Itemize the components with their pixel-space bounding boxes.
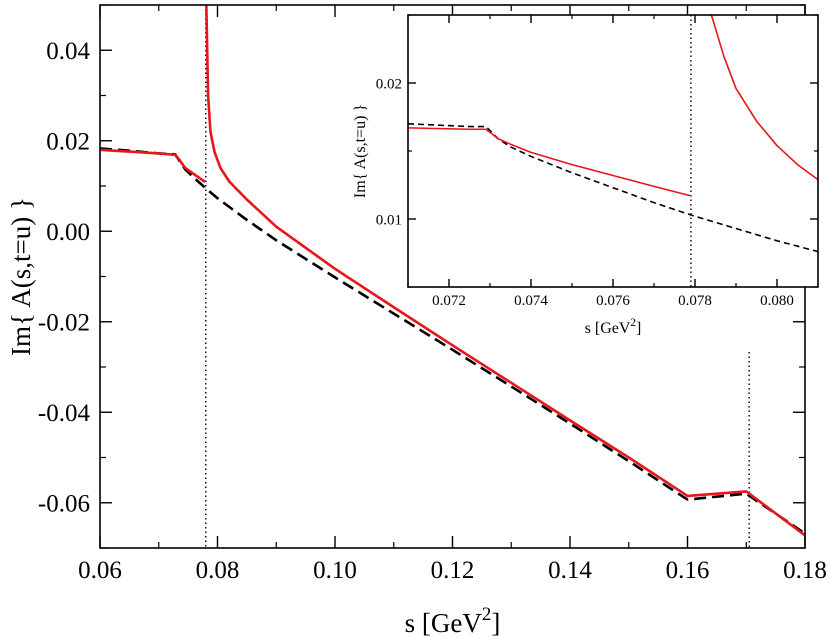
- inset-plot-background: [408, 15, 818, 287]
- main-y-tick-label: -0.02: [38, 310, 90, 337]
- inset-series-dashed-line: [408, 123, 818, 253]
- inset-series-solid-line: [710, 15, 818, 181]
- main-x-tick-label: 0.10: [313, 557, 357, 584]
- main-x-tick-label: 0.18: [783, 557, 827, 584]
- inset-x-tick-label: 0.074: [514, 293, 548, 309]
- main-x-tick-label: 0.06: [78, 557, 122, 584]
- inset-x-axis-title: s [GeV2]: [585, 317, 642, 337]
- main-y-tick-label: 0.02: [46, 129, 90, 156]
- main-y-tick-label: -0.04: [38, 400, 91, 427]
- main-series-solid-line: [100, 148, 206, 184]
- inset-y-axis-title: Im{ A(s,t=u) }: [352, 104, 369, 198]
- main-y-tick-label: -0.06: [38, 491, 90, 518]
- inset-x-tick-label: 0.080: [760, 293, 794, 309]
- main-y-tick-label: 0.04: [46, 38, 90, 65]
- inset-series-solid-line: [408, 127, 692, 197]
- main-x-tick-label: 0.14: [548, 557, 592, 584]
- inset-x-tick-label: 0.076: [596, 293, 630, 309]
- inset-chart-panel: 0.072 0.074 0.076 0.078 0.080 0.01 0.02 s [GeV2…: [352, 14, 819, 337]
- main-y-tick-label: 0.00: [46, 219, 90, 246]
- main-y-axis-title: Im{ A(s,t=u) }: [6, 197, 36, 356]
- inset-x-tick-label: 0.078: [678, 293, 712, 309]
- main-x-axis-title: s [GeV2]: [405, 604, 501, 638]
- inset-x-tick-label: 0.072: [432, 293, 466, 309]
- main-series-solid-line: [205, 5, 805, 537]
- main-x-tick-label: 0.16: [666, 557, 710, 584]
- main-x-tick-label: 0.12: [431, 557, 475, 584]
- main-x-tick-label: 0.08: [196, 557, 240, 584]
- inset-y-tick-label: 0.01: [376, 212, 402, 228]
- inset-y-tick-label: 0.02: [376, 76, 402, 92]
